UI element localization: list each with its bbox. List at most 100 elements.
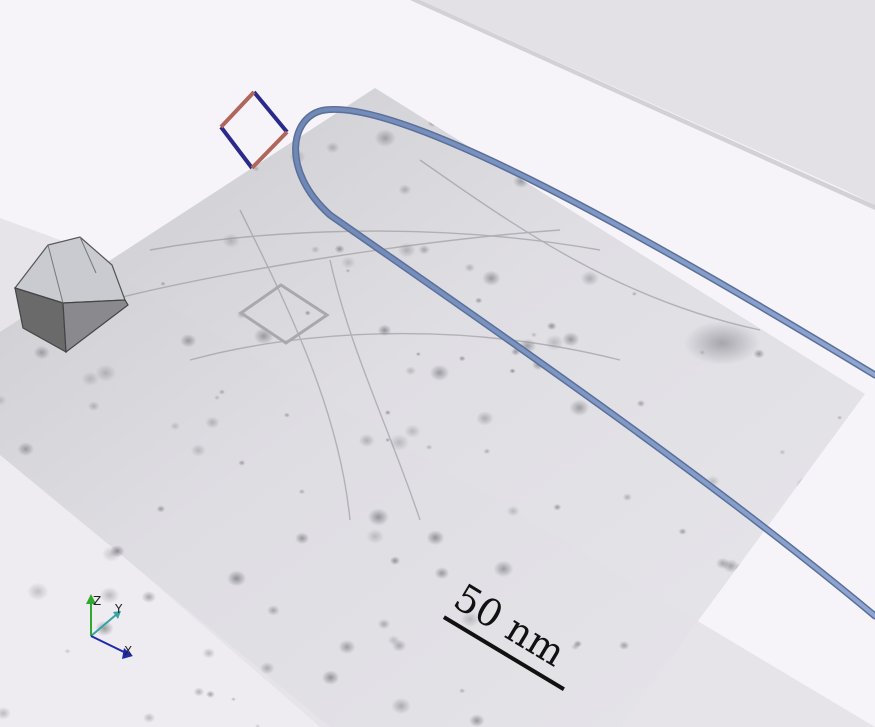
texture-spot [95, 620, 114, 637]
texture-spot [836, 415, 843, 420]
texture-spot [618, 641, 630, 650]
texture-spot [387, 635, 400, 646]
texture-spot [464, 263, 476, 273]
texture-spot [170, 421, 181, 431]
texture-spot [779, 449, 786, 455]
texture-spot [493, 560, 514, 578]
texture-spot [483, 448, 491, 455]
texture-spot [377, 618, 391, 630]
wire-loop-highlight [293, 107, 875, 618]
texture-spot [99, 587, 120, 604]
texture-spot [384, 410, 391, 416]
axis-triad: Z Y X [86, 594, 133, 659]
texture-spot [110, 545, 125, 558]
texture-spot [374, 129, 396, 147]
texture-spot [156, 505, 166, 513]
crystal-block[interactable] [14, 236, 129, 354]
texture-spot [366, 529, 385, 544]
texture-spot [259, 662, 275, 675]
texture-spot [141, 591, 156, 603]
texture-spot [205, 416, 220, 429]
texture-spot [345, 268, 351, 273]
texture-spot [580, 270, 599, 286]
texture-spot [253, 327, 274, 345]
texture-spot [418, 244, 431, 255]
texture-spot [571, 643, 580, 651]
texture-spot [358, 433, 375, 448]
texture-spot [325, 142, 340, 154]
texture-spot [193, 687, 205, 697]
texture-spot [238, 460, 246, 466]
selection-marker[interactable] [238, 283, 330, 345]
top-right-floor-band [395, 0, 875, 205]
texture-spot [398, 184, 412, 196]
texture-spot [17, 442, 34, 456]
texture-spot [64, 648, 71, 654]
texture-spot [310, 245, 320, 254]
texture-spot [469, 714, 485, 727]
texture-spot [678, 528, 687, 535]
axis-x-label: X [124, 644, 132, 658]
texture-spot [509, 368, 516, 374]
texture-spot [415, 352, 421, 357]
texture-spot [429, 364, 450, 381]
texture-spot [160, 281, 166, 286]
texture-spot [218, 389, 226, 395]
texture-spot [425, 444, 433, 451]
axis-y-label: Y [114, 602, 123, 616]
texture-spot [475, 297, 483, 304]
texture-spot [405, 366, 417, 376]
texture-spot [295, 532, 310, 545]
texture-spot [334, 244, 345, 254]
texture-spot [506, 505, 520, 517]
axis-z-label: Z [93, 594, 101, 608]
texture-spot [553, 503, 562, 511]
texture-spot [631, 291, 637, 296]
texture-spot [143, 712, 156, 723]
texture-spot [81, 371, 100, 387]
texture-spot [385, 437, 391, 443]
texture-spot [222, 233, 240, 248]
texture-spot [298, 489, 306, 495]
texture-spot [321, 670, 340, 685]
texture-spot [338, 639, 356, 655]
texture-spot [636, 399, 646, 408]
texture-spot [214, 395, 220, 401]
texture-spot [367, 508, 389, 526]
texture-spot [340, 256, 356, 269]
texture-spot [404, 424, 421, 438]
texture-spot [391, 697, 411, 715]
texture-spot [255, 724, 261, 727]
texture-spot [389, 434, 410, 451]
texture-spot [546, 322, 557, 331]
texture-spot [206, 690, 215, 698]
texture-spot [95, 364, 117, 382]
texture-spot [190, 444, 206, 457]
texture-spot [267, 605, 280, 616]
texture-spot [33, 345, 50, 360]
scale-bar-line [442, 615, 565, 691]
texture-spot [622, 493, 632, 502]
texture-spot [722, 559, 739, 573]
texture-spot [569, 399, 590, 417]
texture-spot [0, 706, 11, 720]
unit-cell-frame[interactable] [219, 90, 289, 170]
texture-spot [530, 332, 538, 338]
texture-spot [87, 401, 100, 412]
texture-spot [426, 530, 445, 546]
texture-spot [304, 310, 311, 316]
texture-spot [458, 688, 466, 694]
texture-spot [227, 570, 247, 587]
texture-spot [389, 556, 401, 566]
texture-spot [460, 611, 480, 628]
texture-spot [562, 332, 580, 347]
texture-spot [27, 582, 49, 601]
texture-spot [202, 647, 216, 659]
texture-spot [180, 333, 197, 348]
top-right-band-edge [410, 0, 875, 210]
texture-spot [0, 395, 7, 406]
texture-spot [434, 567, 450, 580]
texture-spot [476, 411, 494, 426]
large-precipitate [684, 321, 760, 365]
